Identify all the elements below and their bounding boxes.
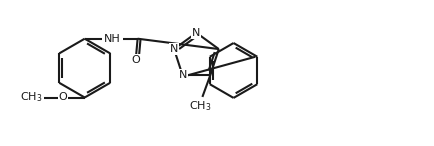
Text: N: N — [192, 28, 201, 38]
Text: N: N — [170, 44, 178, 54]
Text: N: N — [178, 70, 187, 80]
Text: CH$_3$: CH$_3$ — [20, 91, 43, 104]
Text: NH: NH — [104, 34, 121, 44]
Text: CH$_3$: CH$_3$ — [189, 99, 212, 113]
Text: O: O — [131, 55, 140, 65]
Text: O: O — [59, 93, 68, 102]
